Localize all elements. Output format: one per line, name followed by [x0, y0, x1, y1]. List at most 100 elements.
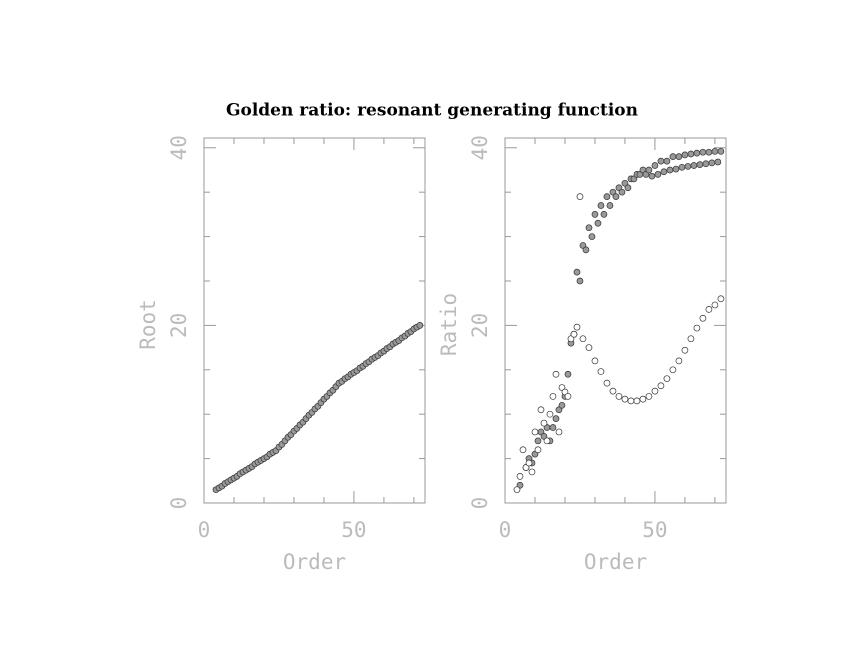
x-tick-label: 50	[341, 518, 366, 542]
point	[672, 165, 680, 173]
point	[681, 151, 689, 159]
point	[624, 184, 632, 192]
y-tick-label: 20	[167, 313, 191, 338]
point	[690, 162, 698, 169]
point	[663, 157, 671, 165]
point	[666, 166, 674, 174]
y-tick-label: 40	[468, 135, 492, 160]
point	[612, 193, 620, 200]
point	[669, 153, 677, 160]
point	[570, 330, 578, 338]
point	[597, 202, 605, 209]
point	[702, 160, 710, 168]
y-axis-label: Root	[136, 299, 160, 350]
point	[573, 323, 581, 331]
point	[579, 335, 587, 343]
point	[657, 157, 665, 165]
point	[705, 306, 713, 313]
point	[591, 357, 599, 365]
x-tick-label: 0	[499, 518, 512, 542]
point	[549, 424, 557, 431]
point	[717, 147, 725, 155]
chart-title: Golden ratio: resonant generating functi…	[226, 101, 638, 121]
point	[651, 162, 659, 169]
point	[525, 459, 533, 467]
point	[705, 148, 713, 156]
point	[558, 401, 566, 409]
point	[552, 415, 560, 422]
point	[711, 301, 719, 309]
point	[576, 193, 584, 200]
point	[594, 219, 602, 227]
x-tick-label: 0	[198, 518, 211, 542]
panel: 0 50 0 20 40 Order Ratio	[437, 135, 727, 574]
point	[564, 370, 572, 378]
point	[519, 446, 527, 454]
point	[591, 211, 599, 218]
x-axis-label: Order	[584, 550, 647, 574]
point	[546, 410, 554, 418]
y-tick-label: 20	[468, 313, 492, 338]
point	[534, 437, 542, 445]
point	[549, 393, 557, 400]
plot-frame	[504, 137, 727, 504]
point	[696, 161, 704, 168]
point	[585, 344, 593, 351]
point	[657, 382, 665, 390]
point	[513, 486, 521, 494]
point	[552, 370, 560, 378]
point	[714, 158, 722, 166]
point	[687, 150, 695, 158]
point	[660, 168, 668, 176]
point	[603, 193, 611, 200]
point	[573, 268, 581, 276]
point	[597, 368, 605, 375]
point	[693, 324, 701, 332]
point	[693, 149, 701, 157]
point	[606, 202, 614, 209]
panel: 0 50 0 20 40 Order Root	[136, 135, 426, 574]
point	[537, 406, 545, 414]
point	[603, 379, 611, 387]
point	[717, 295, 725, 303]
point	[534, 446, 542, 454]
point	[711, 147, 719, 155]
point	[681, 346, 689, 354]
point	[576, 277, 584, 285]
point	[648, 172, 656, 180]
point	[564, 393, 572, 400]
point	[627, 397, 635, 405]
point	[588, 233, 596, 240]
point	[585, 224, 593, 232]
point	[582, 246, 590, 254]
point	[555, 428, 563, 436]
point	[699, 314, 707, 322]
x-axis-label: Order	[283, 550, 346, 574]
point	[540, 419, 548, 427]
point	[645, 166, 653, 174]
point	[416, 322, 424, 329]
point	[621, 395, 629, 403]
point	[684, 163, 692, 170]
point	[675, 357, 683, 365]
point	[516, 473, 524, 480]
point	[687, 335, 695, 343]
point	[645, 393, 653, 400]
point	[654, 171, 662, 178]
x-tick-label: 50	[642, 518, 667, 542]
point	[633, 397, 641, 405]
point	[615, 393, 623, 400]
point	[669, 366, 677, 374]
point	[708, 159, 716, 167]
y-tick-label: 0	[167, 497, 191, 510]
point	[651, 387, 659, 395]
point	[543, 437, 551, 445]
point	[663, 375, 671, 383]
point	[675, 153, 683, 160]
point	[618, 188, 626, 196]
point	[531, 428, 539, 436]
y-tick-label: 40	[167, 135, 191, 160]
point	[528, 468, 536, 476]
point	[609, 387, 617, 395]
